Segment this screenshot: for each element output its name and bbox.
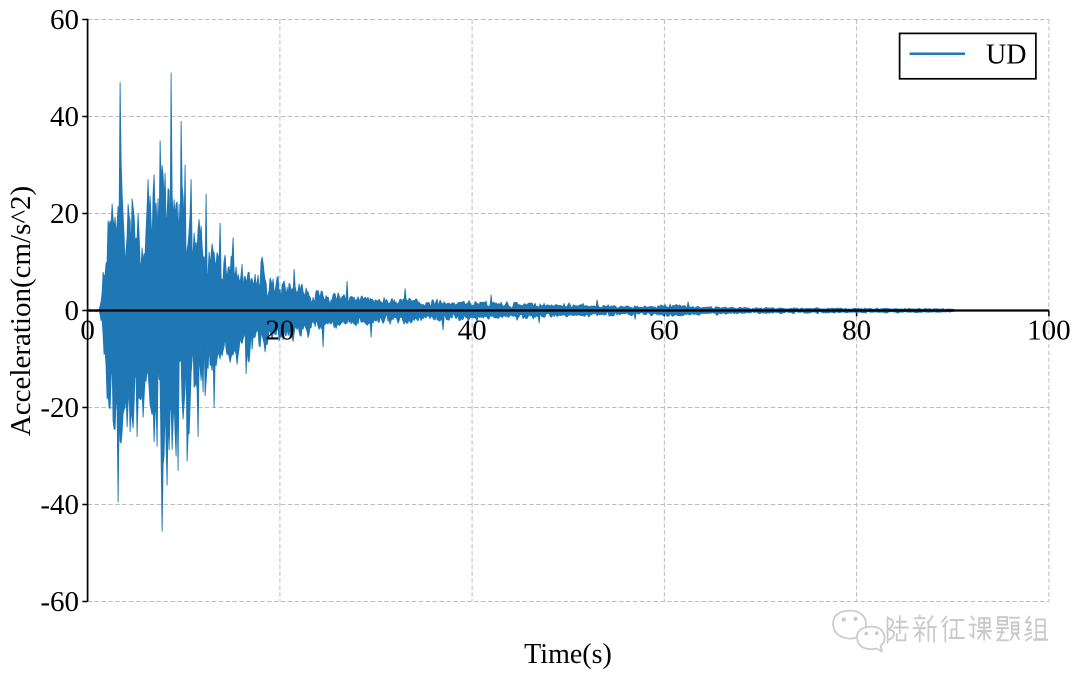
svg-text:0: 0 — [65, 295, 80, 327]
svg-text:20: 20 — [265, 315, 294, 347]
svg-text:100: 100 — [1027, 315, 1071, 347]
svg-text:20: 20 — [50, 198, 79, 230]
svg-text:80: 80 — [842, 315, 871, 347]
svg-text:-20: -20 — [40, 392, 79, 424]
svg-text:60: 60 — [50, 4, 79, 36]
svg-text:40: 40 — [50, 101, 79, 133]
svg-text:Acceleration(cm/s^2): Acceleration(cm/s^2) — [5, 186, 37, 436]
svg-text:40: 40 — [458, 315, 487, 347]
svg-text:UD: UD — [986, 40, 1026, 71]
svg-text:0: 0 — [80, 315, 95, 347]
svg-text:-60: -60 — [40, 586, 79, 618]
svg-text:60: 60 — [650, 315, 679, 347]
svg-text:-40: -40 — [40, 489, 79, 521]
svg-text:Time(s): Time(s) — [524, 639, 612, 670]
